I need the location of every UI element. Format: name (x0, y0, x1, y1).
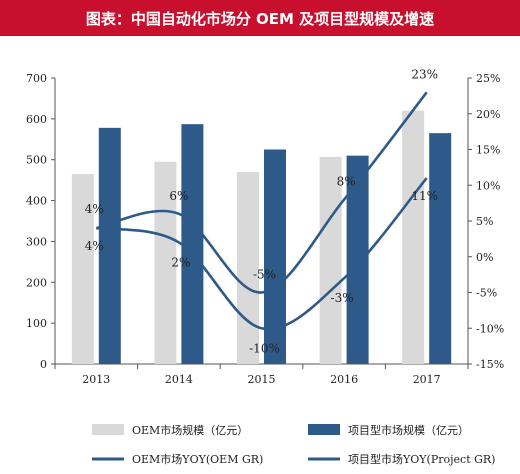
chart-title-banner: 图表：中国自动化市场分 OEM 及项目型规模及增速 (0, 0, 520, 36)
legend-label: 项目型市场YOY(Project GR) (348, 452, 495, 466)
project-yoy-label: 2% (171, 255, 190, 269)
legend-label: OEM市场规模（亿元） (132, 423, 248, 437)
chart-data-labels: 4% 6% -5% 8% 23% 4% 2% -10% -3% 11% (85, 67, 438, 355)
chart-canvas: 0 100 200 300 400 500 600 700 -15% -10% -5% 0% 5% 10%… (26, 67, 504, 466)
chart-axes: 0 100 200 300 400 500 600 700 -15% -10% -5% 0% 5% 10%… (26, 72, 504, 386)
right-axis-tick-label: -15% (476, 358, 504, 371)
legend-label: 项目型市场规模（亿元） (348, 423, 469, 437)
x-axis-tick-label: 2017 (413, 373, 441, 386)
left-axis-tick-label: 100 (26, 317, 47, 330)
oem-yoy-label: 23% (411, 67, 438, 81)
project-market-bar (264, 149, 286, 364)
right-axis-tick-label: 20% (476, 108, 500, 121)
project-market-bar (98, 127, 121, 365)
chart-title: 图表：中国自动化市场分 OEM 及项目型规模及增速 (85, 9, 435, 28)
legend-swatch (92, 424, 124, 435)
oem-yoy-label: -5% (253, 268, 276, 282)
x-axis-tick-label: 2016 (330, 373, 358, 386)
oem-yoy-line (96, 91, 428, 294)
project-yoy-line (96, 177, 428, 331)
project-yoy-label: -3% (331, 291, 354, 305)
project-market-bar (346, 155, 369, 364)
left-axis-tick-label: 200 (26, 276, 47, 289)
chart-bars (71, 110, 452, 365)
right-axis-tick-label: 15% (476, 144, 500, 157)
project-yoy-label: 11% (411, 189, 438, 203)
left-axis-tick-label: 400 (26, 195, 47, 208)
oem-market-bar (402, 110, 425, 364)
left-axis-tick-label: 700 (26, 72, 47, 85)
project-yoy-label: 4% (85, 239, 104, 253)
project-market-bar (429, 133, 452, 364)
left-axis-tick-label: 300 (26, 235, 47, 248)
x-axis-tick-label: 2013 (82, 373, 110, 386)
right-axis-tick-label: 0% (476, 251, 493, 264)
legend-label: OEM市场YOY(OEM GR) (132, 452, 263, 466)
oem-yoy-label: 4% (85, 202, 104, 216)
project-yoy-label: -10% (249, 341, 280, 355)
chart-lines (96, 91, 428, 331)
x-axis-tick-label: 2015 (248, 373, 276, 386)
x-axis-tick-label: 2014 (165, 373, 193, 386)
oem-yoy-label: 8% (337, 175, 356, 189)
project-market-bar (181, 124, 204, 364)
left-axis-tick-label: 600 (26, 113, 47, 126)
chart-legend: OEM市场规模（亿元） 项目型市场规模（亿元） OEM市场YOY(OEM GR) 项目… (92, 423, 495, 466)
right-axis-tick-label: 25% (476, 72, 500, 85)
right-axis-tick-label: -10% (476, 322, 504, 335)
oem-yoy-label: 6% (169, 189, 188, 203)
oem-market-bar (71, 174, 94, 364)
legend-swatch (308, 424, 340, 435)
left-axis-tick-label: 0 (40, 358, 47, 371)
right-axis-tick-label: 5% (476, 215, 493, 228)
left-axis-tick-label: 500 (26, 154, 47, 167)
right-axis-tick-label: -5% (476, 287, 497, 300)
right-axis-tick-label: 10% (476, 179, 500, 192)
